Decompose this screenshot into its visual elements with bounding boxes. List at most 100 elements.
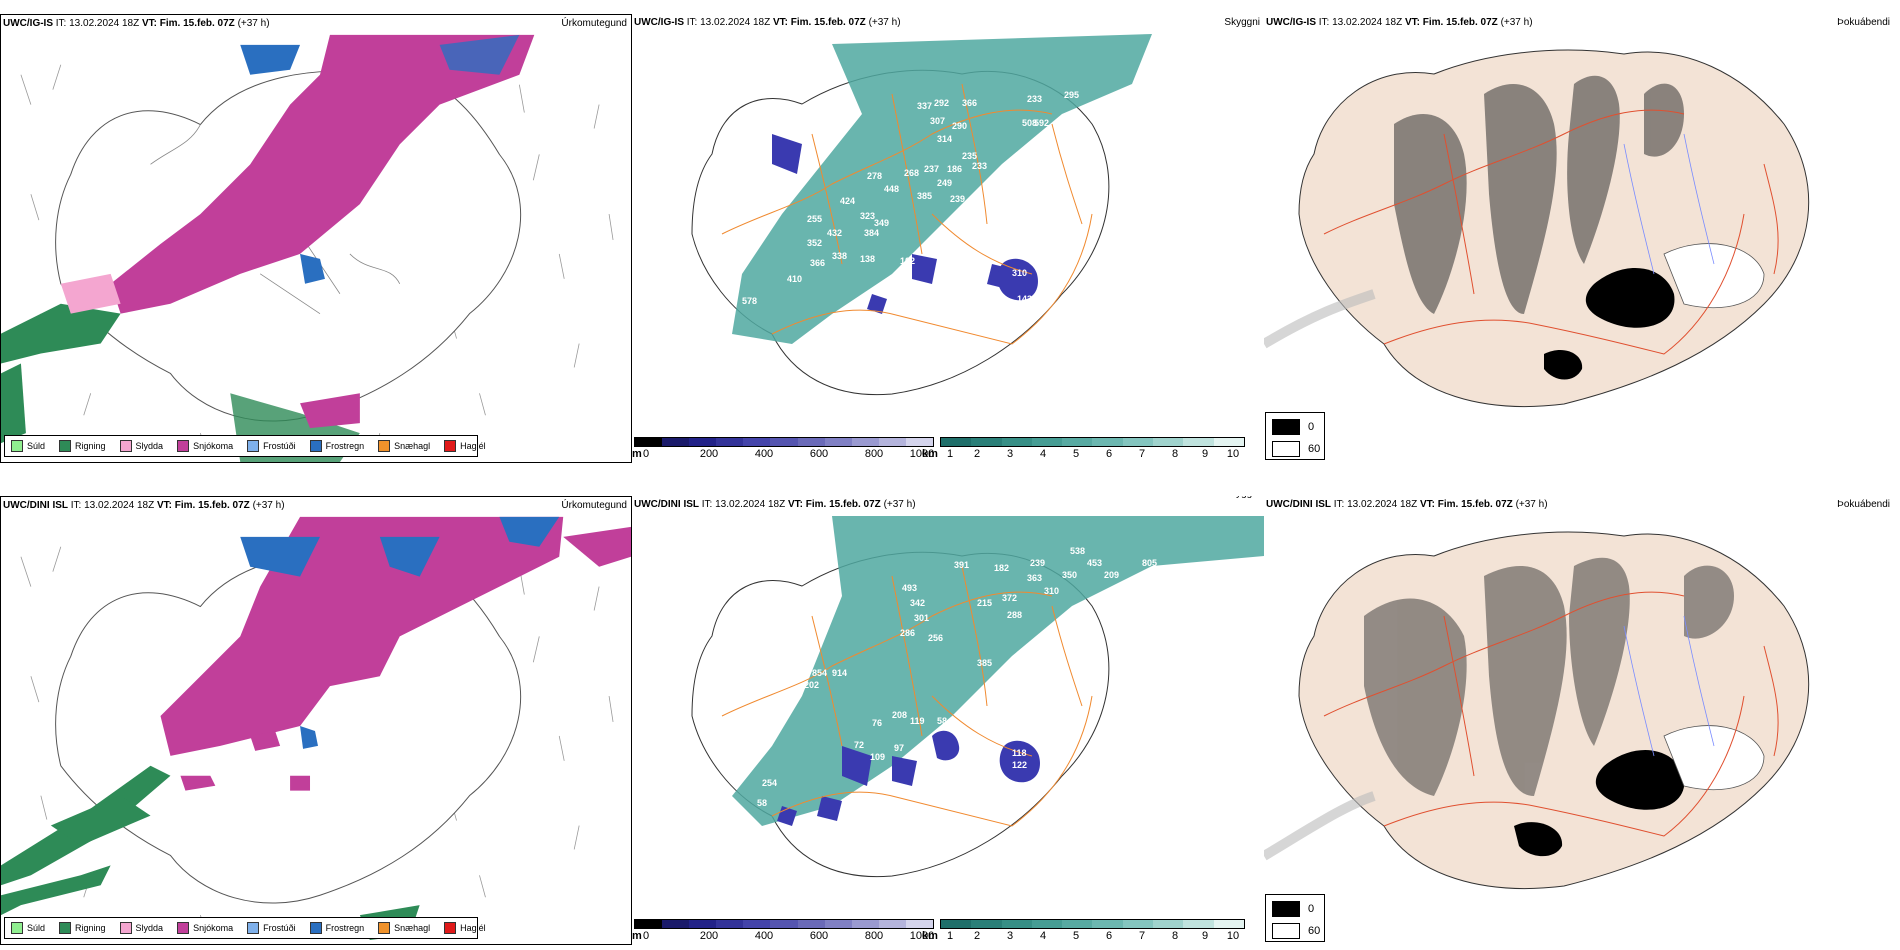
svg-text:385: 385: [977, 658, 992, 668]
fog-map: [1264, 49, 1810, 407]
svg-text:854: 854: [812, 668, 827, 678]
cloud-base-panel-top: UWC/IG-IS IT: 13.02.2024 18Z VT: Fim. 15…: [632, 14, 1264, 463]
svg-text:237: 237: [924, 164, 939, 174]
legend-item: Rigning: [59, 440, 106, 452]
precip-legend: Súld Rigning Slydda Snjókoma Frostúði Fr…: [4, 917, 486, 939]
svg-text:914: 914: [832, 668, 847, 678]
svg-text:233: 233: [972, 161, 987, 171]
svg-text:118: 118: [1012, 748, 1027, 758]
skyggni-label: Skyggni: [1224, 496, 1260, 499]
svg-text:119: 119: [910, 716, 925, 726]
svg-text:122: 122: [1012, 760, 1027, 770]
skyggni-label: Skyggni: [1224, 17, 1260, 28]
svg-text:410: 410: [787, 274, 802, 284]
precip-legend: Súld Rigning Slydda Snjókoma Frostúði Fr…: [4, 435, 486, 457]
svg-text:350: 350: [1062, 570, 1077, 580]
svg-text:76: 76: [872, 718, 882, 728]
svg-text:290: 290: [952, 121, 967, 131]
fog-legend: 0 60: [1265, 412, 1325, 460]
legend-item: Slydda: [119, 440, 163, 452]
svg-text:292: 292: [934, 98, 949, 108]
legend-item: Haglél: [444, 922, 486, 934]
panel-title: UWC/IG-IS IT: 13.02.2024 18Z VT: Fim. 15…: [3, 18, 270, 29]
svg-text:366: 366: [810, 258, 825, 268]
svg-text:453: 453: [1087, 558, 1102, 568]
svg-text:432: 432: [827, 228, 842, 238]
panel-title: UWC/DINI ISL IT: 13.02.2024 18Z VT: Fim.…: [634, 499, 916, 510]
height-scale: 0 200 400 600 800 1000 m: [632, 437, 934, 463]
svg-text:384: 384: [864, 228, 879, 238]
svg-text:314: 314: [937, 134, 952, 144]
legend-item: Súld: [11, 922, 45, 934]
legend-item: Slydda: [119, 922, 163, 934]
svg-text:202: 202: [804, 680, 819, 690]
svg-text:182: 182: [994, 563, 1009, 573]
svg-text:310: 310: [1012, 268, 1027, 278]
svg-text:349: 349: [874, 218, 889, 228]
legend-item: Frostúði: [247, 440, 296, 452]
svg-text:208: 208: [892, 710, 907, 720]
svg-text:366: 366: [962, 98, 977, 108]
panel-title: UWC/IG-IS IT: 13.02.2024 18Z VT: Fim. 15…: [1266, 17, 1533, 28]
svg-text:268: 268: [904, 168, 919, 178]
svg-text:239: 239: [1030, 558, 1045, 568]
legend-item: Rigning: [59, 922, 106, 934]
precip-type-label: Úrkomutegund: [561, 18, 627, 29]
svg-text:239: 239: [950, 194, 965, 204]
svg-text:592: 592: [1034, 118, 1049, 128]
panel-title: UWC/IG-IS IT: 13.02.2024 18Z VT: Fim. 15…: [634, 17, 901, 28]
svg-text:301: 301: [1012, 728, 1027, 738]
svg-text:72: 72: [854, 740, 864, 750]
svg-text:295: 295: [1064, 90, 1079, 100]
precip-panel-bottom: UWC/DINI ISL IT: 13.02.2024 18Z VT: Fim.…: [0, 496, 632, 945]
svg-text:102: 102: [900, 256, 915, 266]
svg-text:209: 209: [1104, 570, 1119, 580]
svg-text:337: 337: [917, 101, 932, 111]
svg-text:58: 58: [757, 798, 767, 808]
panel-title: UWC/DINI ISL IT: 13.02.2024 18Z VT: Fim.…: [1266, 499, 1548, 510]
svg-text:391: 391: [954, 560, 969, 570]
fog-panel-bottom: UWC/DINI ISL IT: 13.02.2024 18Z VT: Fim.…: [1264, 496, 1900, 945]
svg-text:805: 805: [1142, 558, 1157, 568]
svg-text:338: 338: [832, 251, 847, 261]
svg-text:424: 424: [840, 196, 855, 206]
svg-text:278: 278: [867, 171, 882, 181]
legend-item: Frostregn: [309, 922, 364, 934]
svg-text:215: 215: [977, 598, 992, 608]
legend-item: Frostúði: [247, 922, 296, 934]
svg-text:352: 352: [807, 238, 822, 248]
legend-item: Snjókoma: [177, 440, 233, 452]
legend-item: Frostregn: [309, 440, 364, 452]
svg-text:235: 235: [962, 151, 977, 161]
svg-text:233: 233: [1027, 94, 1042, 104]
svg-text:385: 385: [917, 191, 932, 201]
legend-item: Súld: [11, 440, 45, 452]
fog-panel-top: UWC/IG-IS IT: 13.02.2024 18Z VT: Fim. 15…: [1264, 14, 1900, 463]
svg-text:448: 448: [884, 184, 899, 194]
svg-text:286: 286: [900, 628, 915, 638]
svg-text:249: 249: [937, 178, 952, 188]
svg-text:310: 310: [1044, 586, 1059, 596]
svg-text:493: 493: [902, 583, 917, 593]
height-scale: 0 200 400 600 800 1000 m: [632, 919, 934, 945]
precip-panel-top: UWC/IG-IS IT: 13.02.2024 18Z VT: Fim. 15…: [0, 14, 632, 463]
cloud-base-panel-bottom: UWC/DINI ISL IT: 13.02.2024 18Z VT: Fim.…: [632, 496, 1264, 945]
svg-text:288: 288: [1007, 610, 1022, 620]
svg-text:255: 255: [807, 214, 822, 224]
svg-text:323: 323: [860, 211, 875, 221]
fog-label: Þokuábendi: [1837, 17, 1890, 28]
svg-text:165: 165: [782, 546, 797, 556]
legend-item: Snjókoma: [177, 922, 233, 934]
svg-text:256: 256: [928, 633, 943, 643]
svg-text:76: 76: [937, 256, 947, 266]
precip-type-label: Úrkomutegund: [561, 500, 627, 511]
svg-text:254: 254: [762, 778, 777, 788]
svg-text:246: 246: [1072, 128, 1087, 138]
visibility-scale: 1 2 3 4 5 6 7 8 9 10 km: [922, 919, 1245, 945]
svg-text:97: 97: [894, 743, 904, 753]
svg-text:138: 138: [860, 254, 875, 264]
legend-item: Snæhagl: [378, 922, 430, 934]
panel-title: UWC/DINI ISL IT: 13.02.2024 18Z VT: Fim.…: [3, 500, 285, 511]
precip-map: [1, 516, 631, 941]
